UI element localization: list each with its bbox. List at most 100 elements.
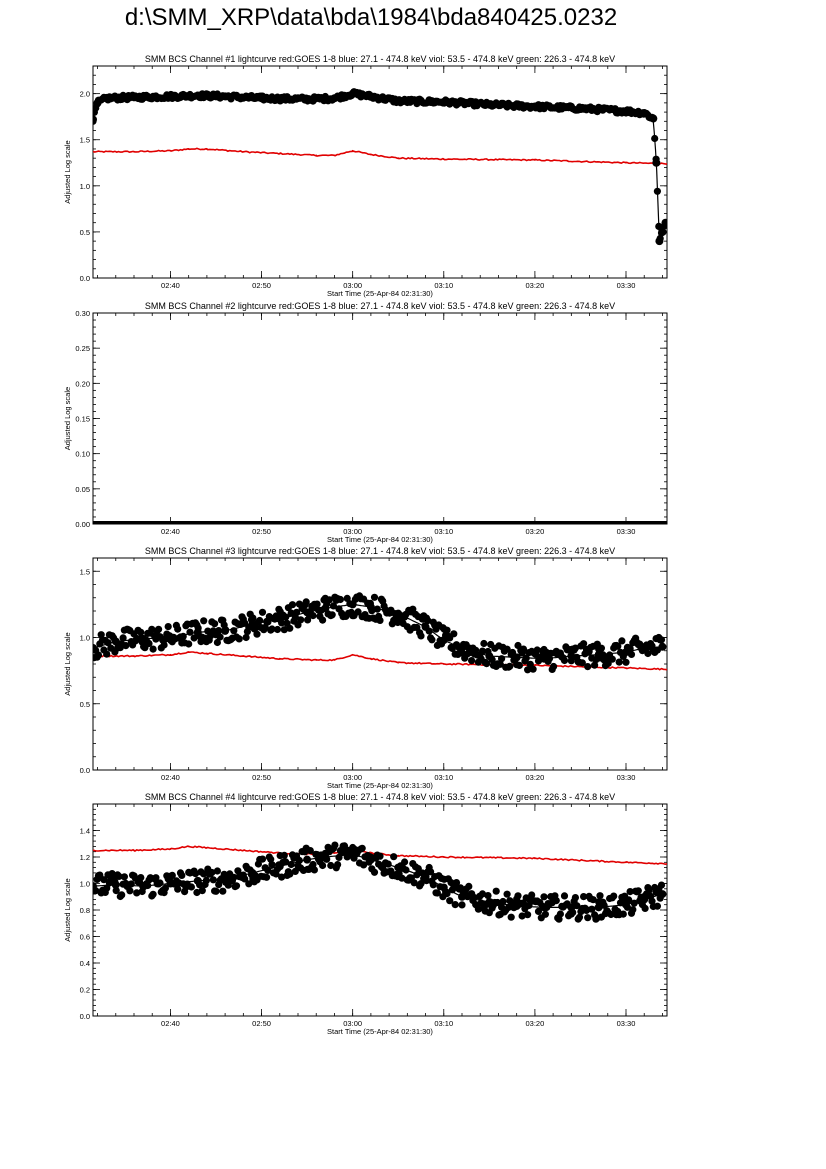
bcs-data-point: [293, 608, 301, 616]
bcs-data-point: [268, 625, 276, 633]
bcs-data-point: [213, 867, 221, 875]
y-tick-label: 0.5: [80, 228, 90, 237]
goes-data-point: [242, 150, 245, 153]
bcs-data-point: [417, 632, 425, 640]
bcs-data-point: [534, 907, 543, 916]
bcs-data-point: [306, 847, 314, 855]
bcs-data-point: [93, 882, 97, 891]
bcs-data-point: [178, 871, 186, 880]
bcs-data-point: [390, 853, 398, 861]
bcs-data-point: [152, 874, 160, 882]
y-axis-label: Adjusted Log scale: [63, 632, 72, 695]
y-tick-label: 1.5: [80, 567, 90, 576]
bcs-data-point: [485, 652, 494, 661]
y-tick-label: 1.0: [80, 634, 90, 643]
bcs-data-point: [483, 660, 491, 668]
bcs-data-point: [211, 620, 219, 628]
bcs-data-point: [394, 863, 403, 872]
bcs-data-point: [137, 628, 145, 636]
bcs-data-point: [221, 92, 230, 101]
bcs-data-point: [458, 901, 466, 909]
bcs-data-point: [310, 866, 318, 874]
bcs-data-point: [496, 660, 504, 668]
bcs-data-point: [499, 897, 507, 906]
bcs-data-point: [366, 603, 375, 612]
bcs-data-point: [630, 899, 638, 907]
bcs-data-point: [401, 858, 409, 866]
bcs-data-point: [130, 93, 138, 102]
bcs-data-point: [348, 600, 357, 609]
bcs-data-point: [302, 598, 310, 606]
bcs-data-point: [186, 628, 194, 636]
bcs-data-point: [622, 107, 630, 116]
bcs-data-point: [641, 904, 649, 913]
bcs-data-point: [634, 887, 642, 895]
x-tick-label: 03:00: [343, 773, 362, 782]
bcs-data-point: [470, 894, 478, 902]
bcs-data-point: [580, 640, 588, 648]
bcs-data-point: [257, 94, 266, 103]
bcs-data-point: [232, 882, 241, 890]
bcs-data-point: [287, 860, 295, 869]
x-tick-label: 03:00: [343, 281, 362, 290]
y-tick-label: 0.05: [75, 485, 90, 494]
bcs-data-point: [360, 861, 368, 869]
bcs-data-point: [484, 892, 492, 900]
bcs-data-point: [334, 861, 342, 869]
bcs-data-point: [331, 841, 339, 849]
bcs-data-point: [522, 654, 530, 662]
chart-title: SMM BCS Channel #1 lightcurve red:GOES 1…: [145, 54, 615, 64]
x-tick-label: 03:10: [434, 527, 453, 536]
bcs-data-point: [242, 633, 250, 642]
bcs-data-point: [480, 639, 488, 648]
bcs-data-point: [477, 899, 485, 907]
goes-data-point: [93, 150, 94, 153]
bcs-data-point: [596, 892, 604, 900]
bcs-data-point: [575, 913, 584, 921]
goes-data-point: [442, 856, 445, 858]
goes-data-point: [351, 149, 354, 152]
bcs-data-point: [645, 886, 653, 894]
x-tick-label: 03:20: [525, 1019, 544, 1028]
bcs-data-point: [507, 913, 515, 921]
bcs-data-point: [168, 871, 176, 880]
bcs-data-point: [148, 625, 156, 633]
bcs-data-point: [198, 887, 206, 895]
x-tick-label: 02:50: [252, 1019, 271, 1028]
x-tick-label: 03:30: [617, 1019, 636, 1028]
y-tick-label: 1.2: [80, 853, 90, 862]
bcs-data-point: [288, 601, 297, 609]
goes-data-point: [278, 657, 281, 660]
bcs-data-point: [280, 851, 288, 860]
goes-data-point: [187, 651, 190, 653]
bcs-data-point: [661, 218, 667, 227]
bcs-data-point: [200, 617, 208, 625]
bcs-data-point: [174, 885, 182, 893]
bcs-data-point: [465, 882, 473, 891]
bcs-data-point: [556, 910, 565, 918]
bcs-data-point: [102, 94, 111, 103]
bcs-data-point: [328, 611, 336, 619]
bcs-data-point: [653, 187, 662, 195]
goes-data-point: [625, 667, 627, 669]
x-tick-label: 03:20: [525, 527, 544, 536]
x-tick-label: 02:40: [161, 527, 180, 536]
bcs-data-point: [193, 628, 202, 637]
x-axis-label: Start Time (25-Apr-84 02:31:30): [327, 781, 433, 790]
y-tick-label: 1.0: [80, 880, 90, 889]
bcs-data-point: [619, 910, 627, 918]
bcs-data-point: [249, 614, 257, 622]
bcs-data-point: [366, 92, 375, 101]
bcs-data-point: [443, 626, 451, 634]
goes-data-point: [533, 857, 536, 860]
bcs-data-point: [614, 642, 622, 650]
goes-data-point: [397, 854, 400, 857]
bcs-data-point: [366, 855, 375, 864]
goes-data-point: [187, 148, 190, 150]
bcs-data-point: [384, 860, 392, 868]
bcs-data-point: [112, 887, 120, 895]
goes-data-point: [369, 153, 372, 156]
bcs-data-point: [653, 902, 662, 910]
chart-title: SMM BCS Channel #2 lightcurve red:GOES 1…: [145, 301, 615, 311]
plot-data: [93, 592, 667, 674]
